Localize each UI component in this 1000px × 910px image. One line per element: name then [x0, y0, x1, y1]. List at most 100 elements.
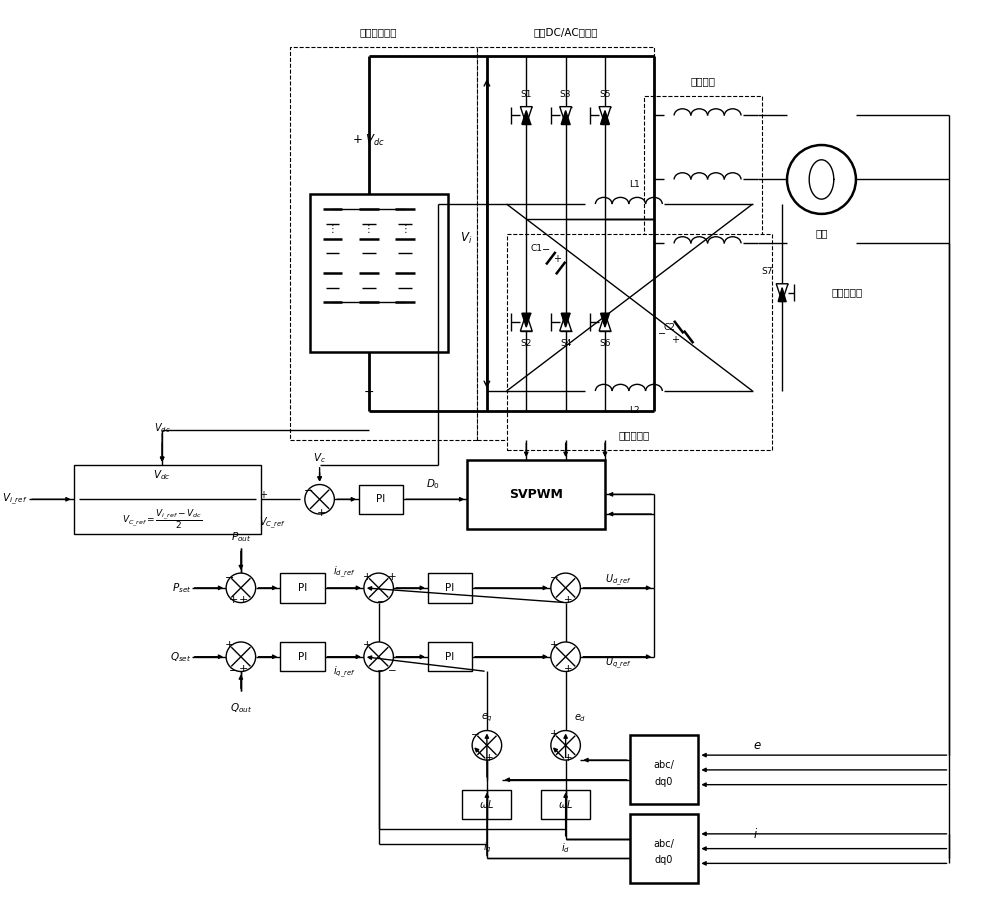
Text: PI: PI — [298, 582, 307, 592]
Text: $+$: $+$ — [549, 640, 559, 651]
Text: L2: L2 — [629, 406, 640, 415]
Text: abc/: abc/ — [654, 839, 674, 849]
Text: 双向DC/AC变流器: 双向DC/AC变流器 — [533, 27, 598, 36]
Text: $i_{d\_ref}$: $i_{d\_ref}$ — [333, 565, 356, 580]
Text: $-$: $-$ — [224, 571, 234, 581]
Text: 全控型器件: 全控型器件 — [831, 288, 863, 298]
Text: $+$: $+$ — [362, 640, 372, 651]
Text: 阻抗源网络: 阻抗源网络 — [619, 430, 650, 440]
Text: $i_q$: $i_q$ — [483, 841, 491, 855]
Text: $+$: $+$ — [553, 253, 562, 264]
Text: S7: S7 — [762, 267, 773, 276]
Text: $V_{C\_ref}$: $V_{C\_ref}$ — [259, 516, 286, 531]
Bar — [428, 642, 472, 672]
Text: L1: L1 — [629, 180, 640, 189]
Bar — [541, 790, 590, 819]
Text: $-$: $-$ — [376, 663, 385, 673]
Text: $P_{set}$: $P_{set}$ — [172, 581, 192, 595]
Bar — [630, 814, 698, 883]
Bar — [477, 46, 654, 440]
Text: $i$: $i$ — [753, 827, 758, 841]
Text: SVPWM: SVPWM — [509, 488, 563, 501]
Text: $U_{q\_ref}$: $U_{q\_ref}$ — [605, 656, 632, 672]
Polygon shape — [599, 106, 611, 125]
Polygon shape — [561, 111, 570, 125]
Text: PI: PI — [376, 494, 386, 504]
Text: $+$: $+$ — [224, 640, 234, 651]
Circle shape — [551, 573, 580, 602]
Bar — [462, 790, 511, 819]
Polygon shape — [520, 313, 532, 331]
Text: $V_c$: $V_c$ — [313, 451, 326, 465]
Text: C1: C1 — [530, 244, 542, 253]
Text: PI: PI — [445, 652, 455, 662]
Text: dq0: dq0 — [655, 777, 673, 787]
Text: 电网: 电网 — [815, 228, 828, 238]
Text: $+$: $+$ — [563, 594, 572, 605]
Bar — [467, 460, 605, 529]
Circle shape — [472, 731, 502, 760]
Text: 电池储能单元: 电池储能单元 — [360, 27, 397, 36]
Bar — [310, 194, 448, 351]
Circle shape — [364, 642, 393, 672]
Text: $+$: $+$ — [238, 663, 248, 674]
Text: $V_i$: $V_i$ — [460, 231, 472, 246]
Text: $+$: $+$ — [362, 571, 372, 581]
Text: PI: PI — [445, 582, 455, 592]
Text: S1: S1 — [521, 90, 532, 99]
Text: $\omega L$: $\omega L$ — [479, 798, 494, 810]
Text: $-$: $-$ — [376, 594, 385, 604]
Polygon shape — [522, 111, 531, 125]
Text: $-$: $-$ — [541, 243, 551, 253]
Text: $U_{d\_ref}$: $U_{d\_ref}$ — [605, 572, 632, 588]
Text: $P_{out}$: $P_{out}$ — [231, 530, 251, 543]
Text: dq0: dq0 — [655, 855, 673, 865]
Text: $+$: $+$ — [316, 507, 327, 518]
Circle shape — [551, 731, 580, 760]
Polygon shape — [599, 313, 611, 331]
Text: $Q_{out}$: $Q_{out}$ — [230, 701, 252, 715]
Text: $e_q$: $e_q$ — [481, 712, 493, 723]
Text: $+$: $+$ — [228, 594, 238, 605]
Bar — [290, 46, 477, 440]
Bar — [644, 96, 762, 312]
Polygon shape — [560, 313, 572, 331]
Text: C2: C2 — [663, 322, 675, 331]
Circle shape — [551, 642, 580, 672]
Polygon shape — [560, 106, 572, 125]
Circle shape — [787, 145, 856, 214]
Polygon shape — [778, 288, 786, 301]
Text: $+$: $+$ — [563, 752, 572, 763]
Text: $Q_{set}$: $Q_{set}$ — [170, 650, 192, 663]
Text: $V_{dc}$: $V_{dc}$ — [153, 468, 171, 481]
Text: $-$: $-$ — [549, 571, 559, 581]
Text: ⋮: ⋮ — [328, 224, 337, 234]
Text: $-$: $-$ — [303, 484, 313, 494]
Text: ⋮: ⋮ — [400, 224, 410, 234]
Text: $+$: $+$ — [563, 663, 572, 674]
Bar — [359, 484, 403, 514]
Polygon shape — [522, 313, 531, 327]
Text: S6: S6 — [599, 339, 611, 348]
Text: S3: S3 — [560, 90, 571, 99]
Text: S4: S4 — [560, 339, 571, 348]
Text: 滤波电感: 滤波电感 — [691, 76, 716, 86]
Bar — [280, 642, 325, 672]
Circle shape — [226, 573, 256, 602]
Text: $e_d$: $e_d$ — [574, 712, 587, 723]
Text: ⋮: ⋮ — [364, 224, 374, 234]
Polygon shape — [776, 284, 788, 301]
Text: $-$: $-$ — [657, 327, 667, 337]
Text: $+$: $+$ — [387, 571, 396, 581]
Bar — [507, 234, 772, 450]
Text: $V_{C\_ref}=\dfrac{V_{i\_ref}-V_{dc}}{2}$: $V_{C\_ref}=\dfrac{V_{i\_ref}-V_{dc}}{2}… — [122, 507, 202, 531]
Circle shape — [305, 484, 334, 514]
Text: $-$: $-$ — [363, 385, 374, 398]
Text: $V_{dc}$: $V_{dc}$ — [154, 421, 170, 435]
Text: $+$: $+$ — [671, 334, 680, 346]
Text: abc/: abc/ — [654, 760, 674, 770]
Bar — [280, 573, 325, 602]
Text: $V_{i\_ref}$: $V_{i\_ref}$ — [2, 491, 27, 507]
Circle shape — [226, 642, 256, 672]
Text: $\omega L$: $\omega L$ — [558, 798, 573, 810]
